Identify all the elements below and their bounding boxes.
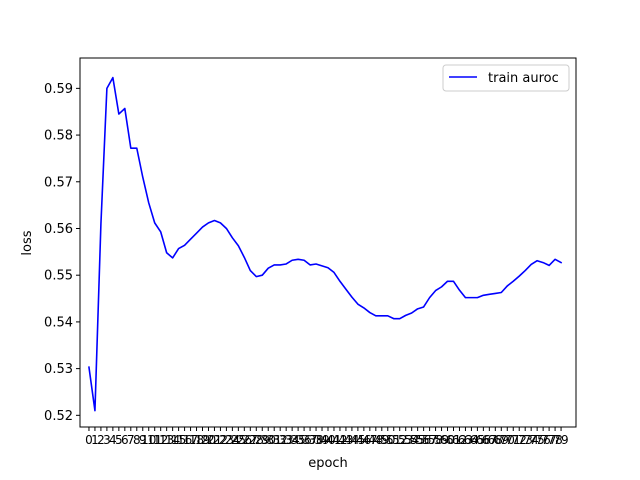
- x-tick-label: 60: [440, 433, 455, 447]
- x-tick-label: 53: [398, 433, 413, 447]
- x-tick-label: 51: [386, 433, 401, 447]
- x-tick-label: 32: [273, 433, 288, 447]
- x-tick-label: 5: [115, 433, 123, 447]
- y-tick-label: 0.57: [44, 175, 73, 190]
- x-tick-label: 39: [314, 433, 329, 447]
- x-tick-label: 52: [392, 433, 407, 447]
- x-tick-label: 16: [177, 433, 192, 447]
- x-tick-label: 24: [225, 433, 240, 447]
- x-tick-label: 79: [553, 433, 568, 447]
- x-axis-ticks: 0123456789101112131415161718192021222324…: [85, 427, 569, 447]
- x-tick-label: 44: [344, 433, 359, 447]
- x-axis-label: epoch: [308, 456, 348, 471]
- y-axis-label: loss: [20, 230, 35, 255]
- x-tick-label: 43: [338, 433, 353, 447]
- x-tick-label: 14: [165, 433, 180, 447]
- x-tick-label: 34: [285, 433, 300, 447]
- x-tick-label: 19: [195, 433, 210, 447]
- x-tick-label: 45: [350, 433, 365, 447]
- x-tick-label: 41: [326, 433, 341, 447]
- x-tick-label: 1: [91, 433, 99, 447]
- x-tick-label: 7: [127, 433, 135, 447]
- y-axis-ticks: 0.52 0.53 0.54 0.55 0.56 0.57 0.58 0.59: [44, 82, 80, 424]
- x-tick-label: 15: [171, 433, 186, 447]
- x-tick-label: 35: [290, 433, 305, 447]
- x-tick-label: 13: [159, 433, 174, 447]
- x-tick-label: 17: [183, 433, 198, 447]
- x-tick-label: 27: [243, 433, 258, 447]
- x-tick-label: 8: [133, 433, 141, 447]
- x-tick-label: 31: [267, 433, 282, 447]
- x-tick-label: 58: [428, 433, 443, 447]
- x-tick-label: 30: [261, 433, 276, 447]
- x-tick-label: 38: [308, 433, 323, 447]
- y-tick-label: 0.56: [44, 222, 73, 237]
- x-tick-label: 33: [279, 433, 294, 447]
- legend-frame: [442, 64, 570, 92]
- series-line-train-auroc: [88, 76, 563, 412]
- y-tick-label: 0.58: [44, 129, 73, 144]
- x-tick-label: 62: [452, 433, 467, 447]
- x-tick-label: 66: [476, 433, 491, 447]
- x-tick-label: 74: [524, 433, 539, 447]
- legend: train auroc: [442, 64, 570, 92]
- x-tick-label: 76: [535, 433, 550, 447]
- x-tick-label: 23: [219, 433, 234, 447]
- x-tick-label: 0: [85, 433, 93, 447]
- x-tick-label: 54: [404, 433, 419, 447]
- y-tick-label: 0.52: [44, 409, 73, 424]
- x-tick-label: 28: [249, 433, 264, 447]
- x-tick-label: 57: [422, 433, 437, 447]
- x-tick-label: 75: [530, 433, 545, 447]
- x-tick-label: 50: [380, 433, 395, 447]
- x-tick-label: 4: [109, 433, 117, 447]
- x-tick-label: 9: [139, 433, 147, 447]
- x-tick-label: 59: [434, 433, 449, 447]
- x-tick-label: 20: [201, 433, 216, 447]
- x-tick-label: 49: [374, 433, 389, 447]
- x-tick-label: 55: [410, 433, 425, 447]
- y-tick-label: 0.55: [44, 269, 73, 284]
- x-tick-label: 2: [97, 433, 105, 447]
- x-tick-label: 72: [512, 433, 527, 447]
- x-tick-label: 12: [153, 433, 168, 447]
- x-tick-label: 77: [541, 433, 556, 447]
- x-tick-label: 25: [231, 433, 246, 447]
- x-tick-label: 18: [189, 433, 204, 447]
- x-tick-label: 11: [147, 433, 162, 447]
- x-tick-label: 70: [500, 433, 515, 447]
- x-tick-label: 67: [482, 433, 497, 447]
- x-tick-label: 48: [368, 433, 383, 447]
- legend-label-train-auroc: train auroc: [488, 71, 559, 86]
- x-tick-label: 40: [320, 433, 335, 447]
- x-tick-label: 78: [547, 433, 562, 447]
- x-tick-label: 36: [296, 433, 311, 447]
- x-tick-label: 22: [213, 433, 228, 447]
- x-tick-label: 47: [362, 433, 377, 447]
- x-tick-label: 10: [141, 433, 156, 447]
- x-tick-label: 29: [255, 433, 270, 447]
- x-tick-label: 68: [488, 433, 503, 447]
- x-tick-label: 65: [470, 433, 485, 447]
- x-tick-label: 64: [464, 433, 479, 447]
- plot-area-frame: [79, 57, 577, 428]
- x-tick-label: 3: [103, 433, 111, 447]
- x-tick-label: 71: [506, 433, 521, 447]
- y-tick-label: 0.59: [44, 82, 73, 97]
- x-tick-label: 37: [302, 433, 317, 447]
- y-tick-label: 0.54: [44, 315, 73, 330]
- x-tick-label: 6: [121, 433, 129, 447]
- x-tick-label: 26: [237, 433, 252, 447]
- x-tick-label: 73: [518, 433, 533, 447]
- x-tick-label: 61: [446, 433, 461, 447]
- x-tick-label: 42: [332, 433, 347, 447]
- x-tick-label: 56: [416, 433, 431, 447]
- x-tick-label: 63: [458, 433, 473, 447]
- x-tick-label: 21: [207, 433, 222, 447]
- y-tick-label: 0.53: [44, 362, 73, 377]
- x-tick-label: 69: [494, 433, 509, 447]
- x-tick-label: 46: [356, 433, 371, 447]
